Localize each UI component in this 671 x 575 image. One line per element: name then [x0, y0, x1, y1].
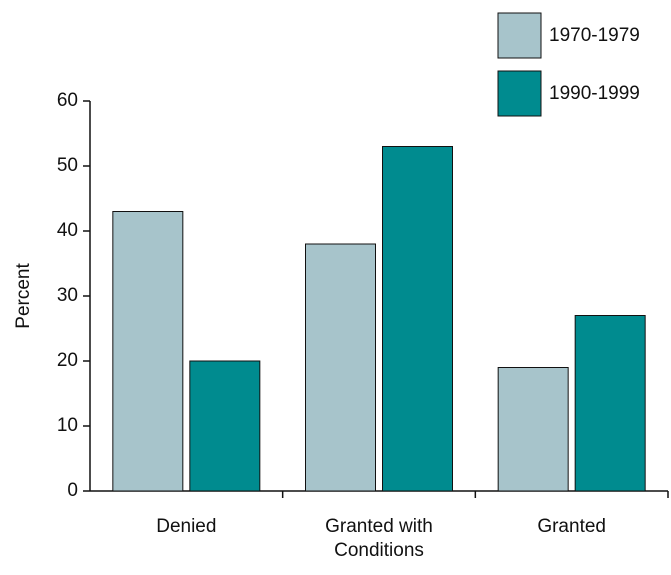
bar	[497, 367, 569, 492]
legend-label: 1970-1979	[549, 25, 640, 46]
x-tick-label: Denied	[156, 516, 217, 537]
y-tick-label: 20	[57, 350, 78, 371]
bar	[382, 146, 453, 492]
legend-label: 1990-1999	[549, 83, 640, 104]
y-tick-label: 30	[57, 285, 78, 306]
y-axis-label: Percent	[13, 263, 34, 329]
bar	[305, 243, 376, 492]
y-tick-label: 60	[57, 90, 78, 111]
bar	[574, 315, 646, 492]
x-tick-label: Granted	[537, 516, 606, 537]
y-tick-label: 10	[57, 415, 78, 436]
y-tick-label: 40	[57, 220, 78, 241]
bar	[112, 211, 184, 492]
bar	[189, 360, 261, 492]
legend-swatch	[497, 12, 542, 59]
y-tick-label: 0	[67, 480, 78, 501]
legend-swatch	[497, 70, 542, 117]
y-tick-label: 50	[57, 155, 78, 176]
x-tick-label: Granted with Conditions	[325, 516, 433, 561]
